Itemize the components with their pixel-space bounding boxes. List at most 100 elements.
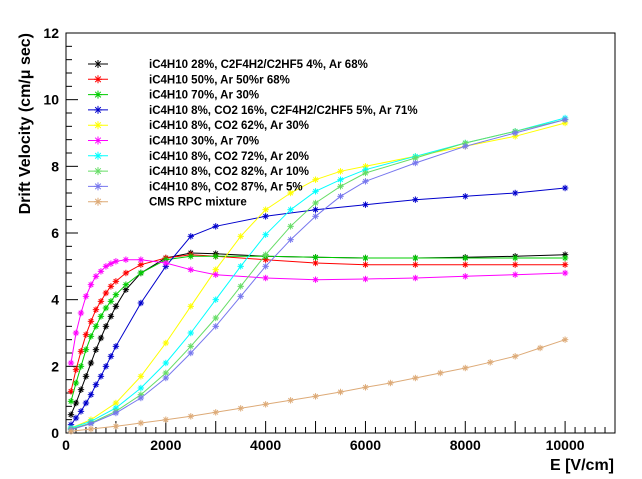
data-point-marker [162,374,170,382]
data-point-marker [137,419,145,427]
data-point-marker [94,167,102,176]
legend-item: iC4H10 30%, Ar 70% [88,136,259,148]
data-point-marker [87,425,95,433]
legend-item: iC4H10 70%, Ar 30% [88,90,259,102]
data-point-marker [462,193,469,200]
series-line [70,339,566,432]
data-point-marker [67,359,75,367]
data-point-marker [462,273,469,280]
data-point-marker [82,373,90,380]
data-point-marker [237,293,244,300]
data-point-marker [112,258,120,265]
data-point-marker [92,323,100,330]
data-point-marker [77,363,85,370]
data-point-marker [92,381,100,388]
data-point-marker [412,374,419,382]
data-point-marker [312,199,319,207]
data-point-marker [107,313,115,320]
data-point-marker [212,323,219,330]
data-point-marker [237,405,244,412]
data-point-marker [137,256,145,263]
data-point-marker [287,206,294,213]
data-point-marker [94,182,102,191]
data-point-marker [187,343,194,350]
legend-item: iC4H10 8%, CO2 62%, Ar 30% [88,120,309,132]
data-point-marker [82,399,90,407]
data-point-marker [287,397,294,404]
y-axis-title: Drift Velocity (cm/μ sec) [17,33,34,214]
data-point-marker [102,263,110,270]
data-point-marker [262,274,269,282]
data-point-marker [561,269,569,277]
data-point-marker [237,263,244,270]
data-point-marker [112,343,120,350]
legend-label: iC4H10 8%, CO2 82%, Ar 10% [149,166,309,178]
y-tick-label: 0 [51,425,59,441]
data-point-marker [87,359,95,367]
data-point-marker [87,281,95,288]
data-point-marker [72,414,80,422]
data-point-marker [287,236,294,243]
y-tick-labels: 0 2 4 6 8 10 12 [43,25,59,441]
data-point-marker [337,183,344,190]
data-point-marker [97,313,105,320]
legend-label: iC4H10 8%, CO2 62%, Ar 30% [149,120,309,132]
data-point-marker [112,291,120,298]
x-tick-labels: 0 2000 4000 6000 8000 10000 [62,437,585,453]
data-point-marker [112,278,120,285]
data-point-marker [362,169,369,177]
legend-label: iC4H10 30%, Ar 70% [149,136,259,148]
data-point-marker [212,271,219,278]
legend-label: iC4H10 50%, Ar 50%r 68% [149,74,290,86]
data-point-marker [77,408,85,415]
series-curves [67,114,569,435]
data-point-marker [462,364,469,372]
data-point-marker [561,184,569,192]
data-point-marker [312,393,319,400]
data-point-marker [462,261,469,268]
data-point-marker [262,251,269,258]
data-point-marker [92,346,100,353]
data-point-marker [137,299,145,307]
data-point-marker [511,261,519,268]
data-point-marker [262,213,269,220]
x-tick-label: 0 [62,437,70,453]
data-point-marker [137,269,145,277]
y-tick-label: 2 [51,358,59,374]
data-point-marker [107,283,115,290]
data-point-marker [312,276,319,283]
legend-label: iC4H10 28%, C2F4H2/C2HF5 4%, Ar 68% [149,59,368,71]
data-point-marker [287,223,294,230]
data-point-marker [212,223,219,230]
data-point-marker [212,296,219,303]
data-point-marker [337,176,344,183]
data-point-marker [561,261,569,268]
data-point-marker [122,286,130,293]
data-point-marker [437,369,444,377]
series-line [70,119,566,430]
axis-ticks [65,32,616,434]
data-point-marker [412,196,419,203]
data-point-marker [87,318,95,325]
legend-item: CMS RPC mixture [88,197,247,209]
data-point-marker [72,379,80,387]
data-point-marker [362,261,369,268]
legend-label: iC4H10 8%, CO2 72%, Ar 20% [149,151,309,163]
data-point-marker [511,353,519,360]
data-point-marker [102,363,110,370]
data-point-marker [82,331,90,338]
data-point-marker [162,259,170,267]
data-point-marker [212,253,219,260]
data-point-marker [67,411,75,418]
legend-item: iC4H10 8%, CO2 87%, Ar 5% [88,181,303,193]
data-point-marker [412,159,419,167]
data-point-marker [262,231,269,238]
data-point-marker [561,254,569,262]
data-point-marker [312,188,319,195]
data-point-marker [97,334,105,342]
data-point-marker [77,386,85,393]
series-line [70,259,566,364]
data-point-marker [462,143,469,150]
data-point-marker [462,254,469,262]
